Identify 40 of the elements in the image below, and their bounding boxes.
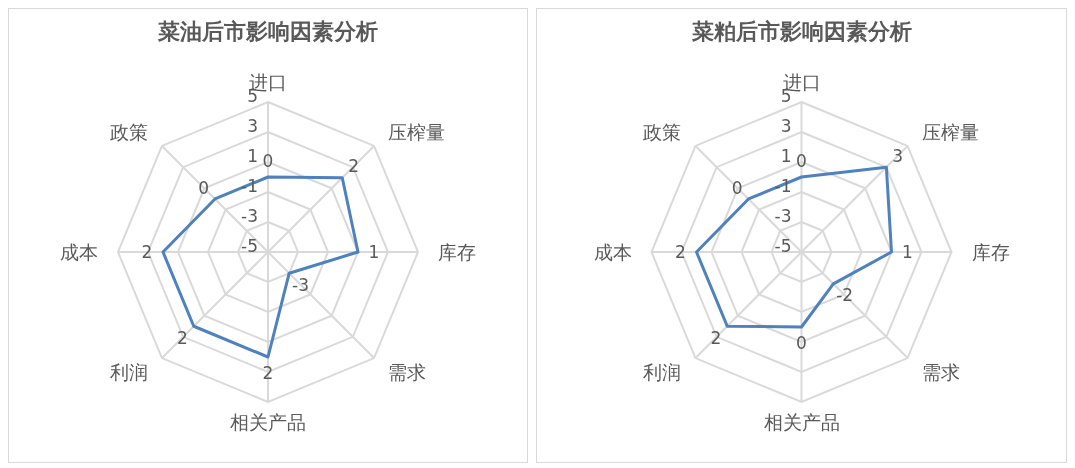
chart-title: 菜油后市影响因素分析 [157,18,379,46]
data-label: 2 [675,242,686,262]
data-label: 0 [796,333,807,353]
spoke-label: 成本 [60,241,98,263]
data-label: -2 [836,285,854,306]
data-label: 0 [262,151,274,171]
data-label: 2 [141,242,153,262]
data-label: 1 [902,242,913,262]
spoke-label: 政策 [109,120,148,143]
spoke-label: 库存 [438,241,476,263]
spoke-label: 需求 [921,361,960,384]
spoke-label: 相关产品 [230,411,306,433]
y-tick-label: -5 [241,236,258,256]
data-label: 3 [892,145,904,166]
spoke-label: 库存 [971,241,1010,263]
y-tick-label: 1 [247,146,258,166]
data-label: 0 [731,177,743,198]
spoke-label: 利润 [109,361,148,384]
y-tick-label: -3 [774,206,792,226]
data-label: 2 [348,156,359,177]
spoke-label: 政策 [643,120,682,143]
data-label: 1 [368,242,380,262]
data-label: 0 [796,151,807,171]
spoke-label: 压榨量 [921,120,979,143]
data-label: 0 [198,177,210,198]
y-tick-label: 3 [780,116,792,136]
data-label: 2 [710,327,722,348]
spoke-label: 成本 [593,241,632,263]
y-tick-label: -3 [241,206,258,226]
data-label: -3 [292,274,309,295]
data-label: 2 [177,327,188,348]
y-tick-label: 3 [247,116,258,136]
y-tick-label: 1 [780,146,792,166]
spoke-label: 相关产品 [763,411,840,433]
spoke-label: 需求 [388,361,427,384]
y-tick-label: -5 [774,236,792,256]
spoke-label: 利润 [643,361,682,384]
spoke-label: 压榨量 [388,120,446,143]
chart-title: 菜粕后市影响因素分析 [690,18,913,46]
data-label: 2 [262,363,274,383]
